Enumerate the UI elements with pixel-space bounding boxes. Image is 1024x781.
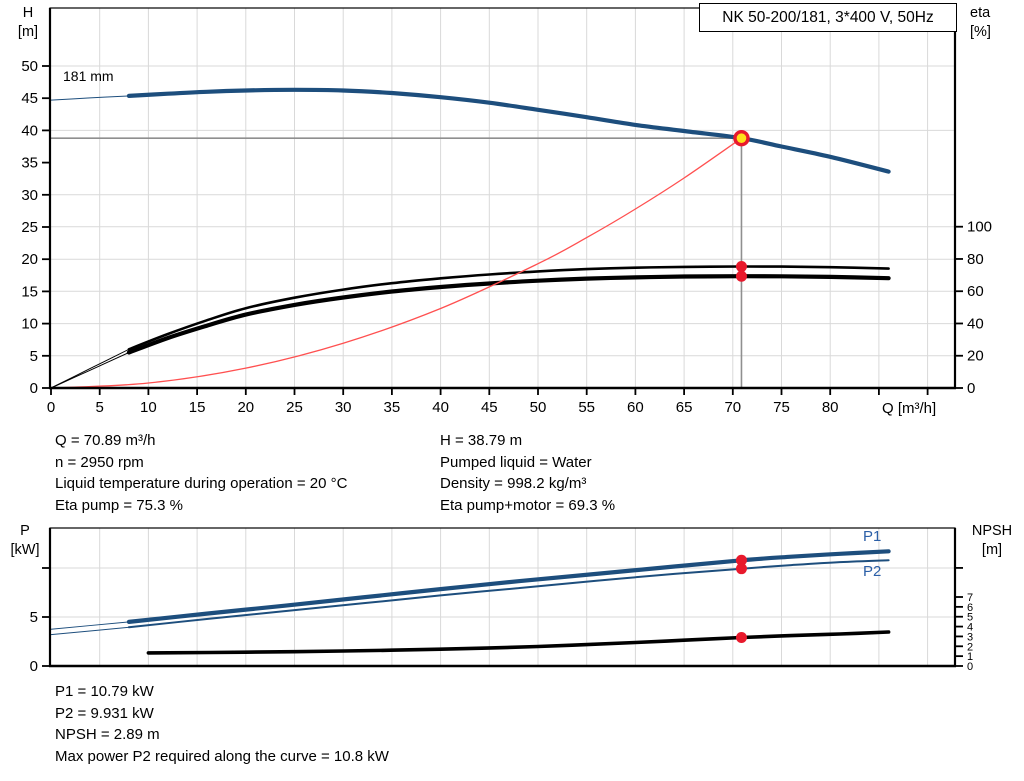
npsh-axis-name: NPSH — [971, 523, 1013, 539]
power-info-block: P1 = 10.79 kW P2 = 9.931 kW NPSH = 2.89 m M… — [55, 681, 389, 767]
duty-info-right: H = 38.79 m Pumped liquid = Water Density … — [440, 430, 615, 516]
eta-axis-name: eta — [970, 5, 991, 21]
operating-dot — [735, 632, 747, 644]
tick-label-right: 100 — [967, 219, 992, 236]
head-181mm-curve-lead-in — [50, 95, 129, 101]
operating-dot — [735, 270, 747, 282]
p2-curve-lead-in — [50, 626, 129, 636]
duty-point-marker[interactable] — [733, 129, 750, 147]
info-line: Max power P2 required along the curve = … — [55, 747, 389, 765]
info-line: NPSH = 2.89 m — [55, 726, 160, 743]
info-line: Liquid temperature during operation = 20… — [55, 475, 348, 492]
duty-info-left: Q = 70.89 m³/h n = 2950 rpm Liquid tempera… — [55, 430, 347, 516]
tick-label-right: 7 — [967, 592, 973, 604]
operating-dot — [735, 261, 747, 273]
p2-curve-label: P2 — [863, 563, 882, 580]
tick-label-right: 0 — [967, 380, 975, 397]
info-line: P1 = 10.79 kW — [55, 683, 154, 700]
eta-axis-unit: [%] — [970, 24, 991, 40]
tick-label-right: 3 — [967, 631, 973, 643]
tick-label-left: 0 — [30, 658, 38, 675]
tick-label-x: 5 — [96, 399, 104, 416]
system-curve-curve — [50, 137, 742, 389]
npsh-axis-unit: [m] — [981, 542, 1003, 558]
eta-pump-curve — [127, 265, 890, 351]
power-axis-title: P [kW] — [2, 522, 48, 560]
p1-curve — [126, 549, 891, 624]
npsh-curve — [146, 630, 891, 655]
info-line: P2 = 9.931 kW — [55, 704, 154, 722]
info-line: H = 38.79 m — [440, 432, 523, 449]
operating-dot — [735, 554, 747, 566]
tick-label-right: 5 — [967, 612, 973, 624]
head-181mm-curve — [126, 87, 891, 174]
tick-label-left: 10 — [21, 316, 38, 333]
tick-label-left: 20 — [21, 251, 38, 268]
pump-model-title: NK 50-200/181, 3*400 V, 50Hz — [699, 3, 957, 32]
tick-label-x: 40 — [432, 399, 449, 416]
p1-curve-lead-in — [50, 621, 129, 630]
tick-label-x: 45 — [481, 399, 498, 416]
tick-label-x: 80 — [822, 399, 839, 416]
impeller-size-label: 181 mm — [63, 68, 114, 84]
npsh-axis-title: NPSH [m] — [962, 522, 1022, 560]
tick-label-left: 25 — [21, 219, 38, 236]
tick-label-x: 75 — [773, 399, 790, 416]
tick-label-x: 30 — [335, 399, 352, 416]
eta-axis-title: eta [%] — [970, 4, 1016, 42]
tick-label-right: 0 — [967, 661, 973, 673]
head-axis-title: H [m] — [8, 4, 48, 42]
tick-label-left: 5 — [30, 348, 38, 365]
info-line: Eta pump+motor = 69.3 % — [440, 496, 616, 514]
tick-label-left: 15 — [21, 283, 38, 300]
tick-label-right: 60 — [967, 283, 984, 300]
tick-label-right: 80 — [967, 251, 984, 268]
tick-label-right: 20 — [967, 348, 984, 365]
tick-label-right: 1 — [967, 651, 973, 663]
tick-label-x: 55 — [578, 399, 595, 416]
info-line: n = 2950 rpm — [55, 453, 144, 471]
p2-curve — [127, 559, 890, 629]
tick-label-left: 45 — [21, 90, 38, 107]
flow-axis-title: Q [m³/h] — [882, 400, 937, 417]
tick-label-left: 35 — [21, 155, 38, 172]
eta-pump-motor-curve — [126, 274, 891, 355]
p1-curve-label: P1 — [863, 528, 882, 545]
tick-label-x: 20 — [237, 399, 254, 416]
tick-label-x: 25 — [286, 399, 303, 416]
tick-label-left: 0 — [30, 380, 38, 397]
tick-label-right: 6 — [967, 602, 973, 614]
tick-label-x: 0 — [47, 399, 55, 416]
info-line: Eta pump = 75.3 % — [55, 496, 183, 514]
tick-label-x: 60 — [627, 399, 644, 416]
power-axis-unit: [kW] — [10, 542, 40, 558]
tick-label-left: 40 — [21, 122, 38, 139]
info-line: Density = 998.2 kg/m³ — [440, 475, 587, 492]
info-line: Pumped liquid = Water — [440, 453, 592, 471]
info-line: Q = 70.89 m³/h — [55, 432, 156, 449]
tick-label-left: 5 — [30, 609, 38, 626]
power-axis-name: P — [20, 523, 30, 539]
tick-label-x: 10 — [140, 399, 157, 416]
tick-label-left: 50 — [21, 58, 38, 75]
tick-label-x: 15 — [189, 399, 206, 416]
tick-label-left: 30 — [21, 187, 38, 204]
tick-label-right: 4 — [967, 622, 973, 634]
tick-label-right: 40 — [967, 315, 984, 332]
tick-label-x: 70 — [724, 399, 741, 416]
tick-label-x: 35 — [384, 399, 401, 416]
head-axis-name: H — [22, 5, 34, 21]
operating-dot — [735, 563, 747, 575]
head-axis-unit: [m] — [17, 24, 39, 40]
tick-label-x: 50 — [530, 399, 547, 416]
tick-label-right: 2 — [967, 641, 973, 653]
tick-label-x: 65 — [676, 399, 693, 416]
eta-pump-motor-curve-lead-in — [50, 352, 130, 389]
chart-frame — [49, 527, 956, 667]
